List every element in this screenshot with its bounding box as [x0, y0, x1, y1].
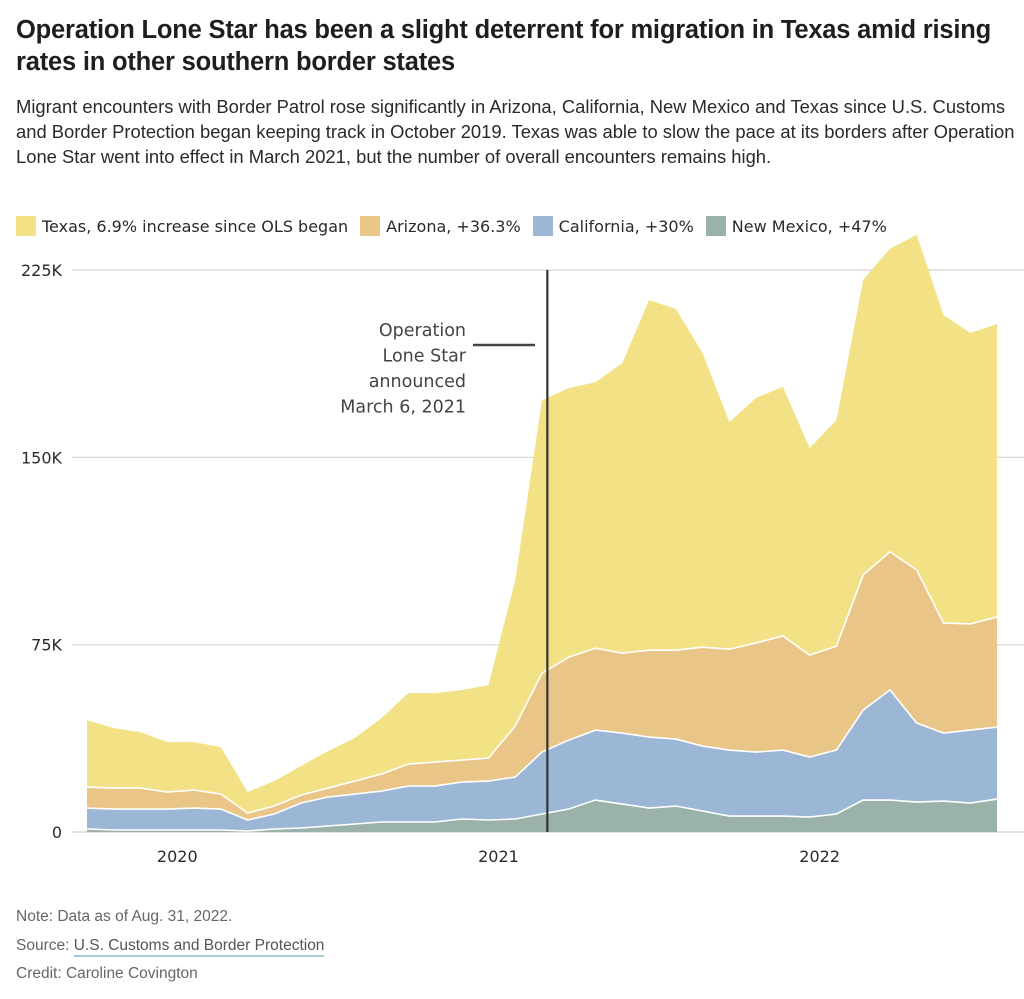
x-tick-label: 2020 — [157, 847, 198, 866]
footer-credit: Credit: Caroline Covington — [16, 965, 198, 982]
legend-item-california: California, +30% — [532, 216, 694, 236]
annotation-text-line: Operation — [379, 321, 466, 341]
chart-title: Operation Lone Star has been a slight de… — [16, 16, 991, 76]
ols-annotation: Operation Lone Star announced March 6, 2021 — [340, 270, 549, 832]
legend-label-california: California, +30% — [558, 216, 694, 236]
y-tick-label: 0 — [52, 823, 62, 842]
source-link[interactable]: U.S. Customs and Border Protection — [73, 936, 325, 957]
legend-swatch-arizona — [360, 216, 381, 236]
legend-swatch-texas — [16, 216, 36, 236]
annotation-text-line: announced — [369, 372, 466, 392]
annotation-text-line: March 6, 2021 — [340, 398, 466, 418]
legend: Texas, 6.9% increase since OLS began Ari… — [16, 216, 899, 236]
y-axis: 0 75K 150K 225K — [21, 261, 63, 842]
legend-swatch-new-mexico — [705, 216, 726, 236]
y-tick-label: 75K — [31, 636, 62, 655]
area-texas — [87, 234, 997, 814]
source-prefix: Source: — [16, 936, 74, 954]
stacked-areas — [86, 234, 998, 832]
legend-label-new-mexico: New Mexico, +47% — [731, 216, 887, 236]
legend-item-arizona: Arizona, +36.3% — [360, 216, 521, 236]
legend-label-texas: Texas, 6.9% increase since OLS began — [42, 216, 349, 236]
legend-label-arizona: Arizona, +36.3% — [386, 216, 521, 236]
x-axis: 2020 2021 2022 — [157, 847, 840, 866]
footer-source: Source: U.S. Customs and Border Protecti… — [16, 932, 325, 961]
layer-boundary-new-mexico — [86, 798, 998, 832]
layer-boundary-arizona — [86, 550, 998, 814]
x-tick-label: 2021 — [478, 847, 519, 866]
y-tick-label: 150K — [21, 448, 63, 467]
layer-boundary-california — [86, 688, 998, 821]
footer-note: Note: Data as of Aug. 31, 2022. — [16, 908, 233, 925]
y-tick-label: 225K — [21, 261, 63, 280]
area-california — [87, 689, 997, 832]
area-arizona — [87, 551, 997, 821]
area-new-mexico — [87, 799, 997, 832]
legend-swatch-california — [532, 216, 553, 236]
chart-area: 0 75K 150K 225K 2020 2021 2022 Operation Lone … — [21, 234, 1024, 866]
annotation-text-line: Lone Star — [383, 347, 467, 367]
footer: Note: Data as of Aug. 31, 2022. Source: … — [16, 903, 325, 989]
legend-item-new-mexico: New Mexico, +47% — [705, 216, 887, 236]
chart-subtitle: Migrant encounters with Border Patrol ro… — [16, 96, 1015, 167]
x-tick-label: 2022 — [799, 847, 840, 866]
legend-item-texas: Texas, 6.9% increase since OLS began — [16, 216, 348, 236]
